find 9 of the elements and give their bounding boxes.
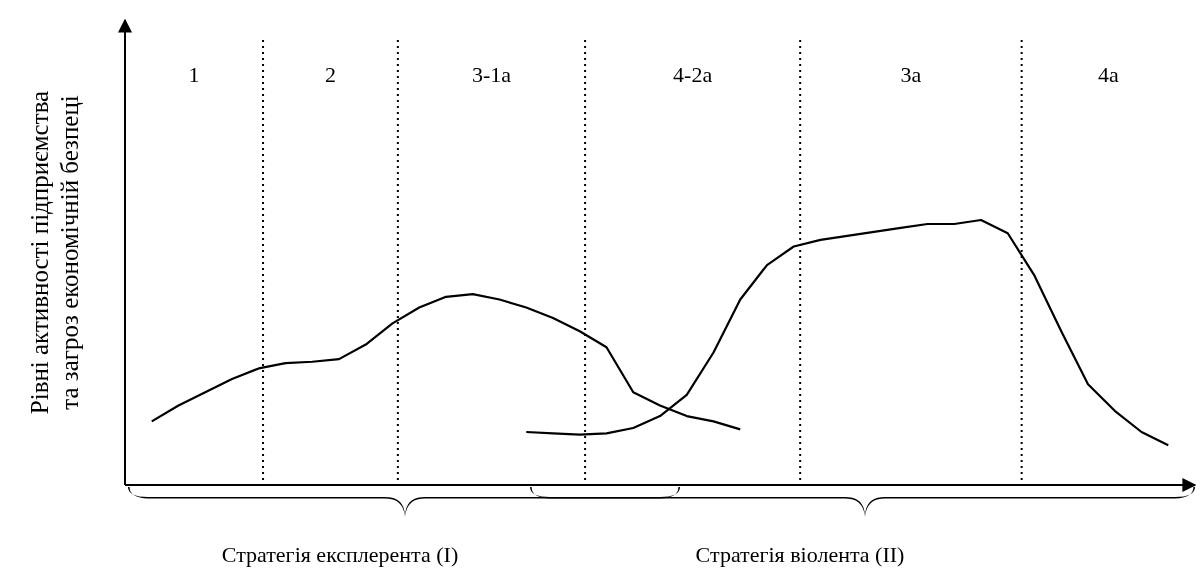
- y-axis-title: Рівні активності підприємства та загроз економічній безпеці: [26, 90, 83, 415]
- text: 3-1а: [471, 62, 512, 87]
- text: 4-2а: [673, 62, 713, 87]
- text: Стратегія експлерента (I): [221, 542, 459, 567]
- text: 2: [324, 62, 336, 87]
- text: Стратегія віолента (II): [695, 542, 905, 567]
- text: 3а: [900, 62, 922, 87]
- text: 1: [188, 62, 200, 87]
- text: 4а: [1097, 62, 1119, 87]
